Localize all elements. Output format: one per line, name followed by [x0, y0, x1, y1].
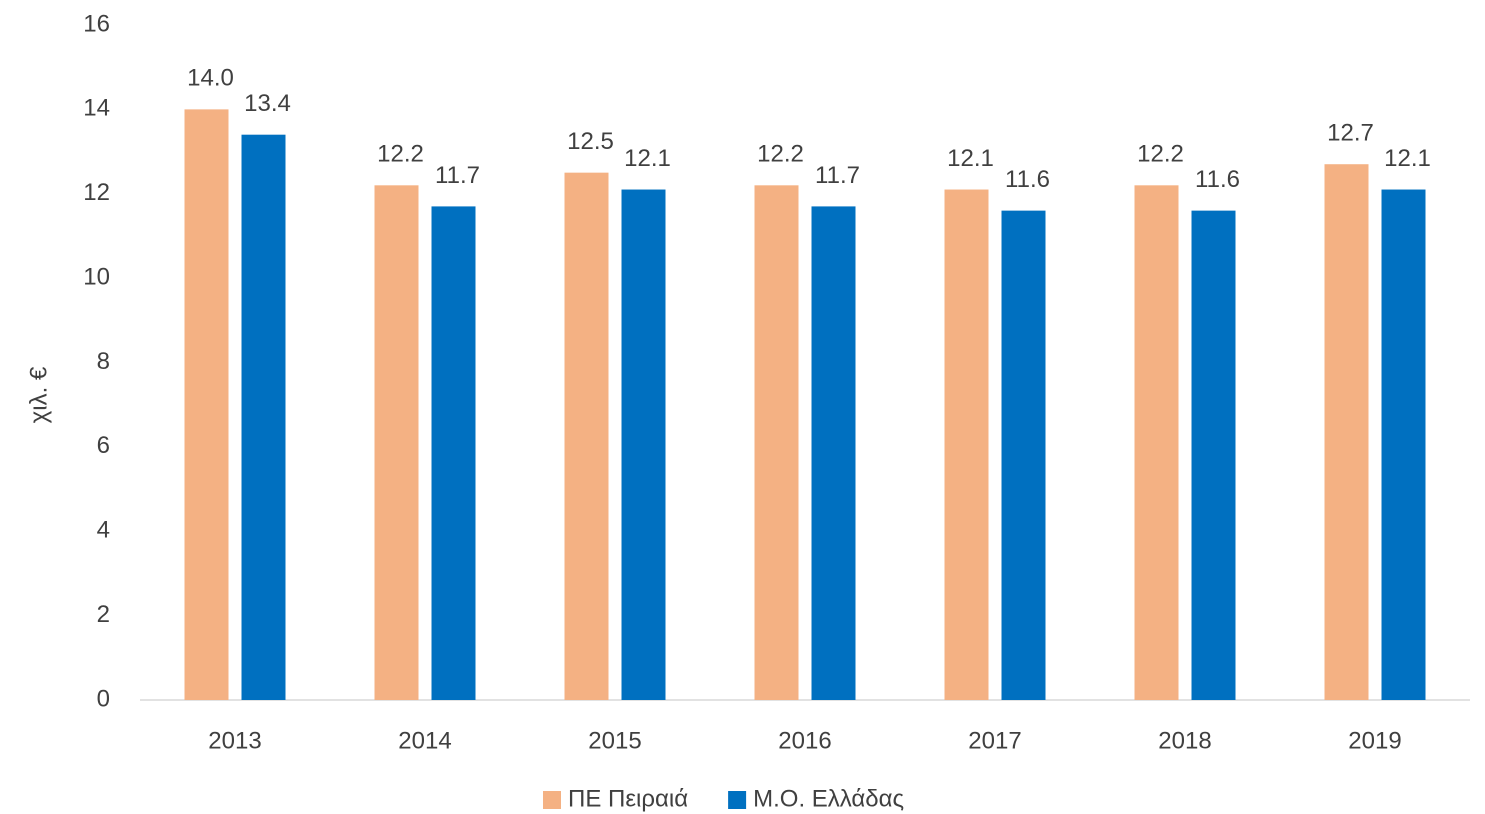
y-tick-label: 10 [83, 263, 110, 290]
x-tick-label: 2013 [208, 727, 261, 754]
y-tick-label: 4 [97, 517, 110, 544]
bar [944, 189, 989, 700]
data-label: 12.1 [1384, 145, 1431, 172]
data-label: 12.2 [1137, 141, 1184, 168]
data-label: 12.1 [624, 145, 671, 172]
data-label: 12.1 [947, 145, 994, 172]
bar [754, 185, 799, 700]
legend-label: ΠΕ Πειραιά [568, 785, 688, 812]
data-label: 12.2 [757, 141, 804, 168]
data-label: 12.2 [377, 141, 424, 168]
bar [374, 185, 419, 700]
y-tick-label: 16 [83, 10, 110, 37]
y-tick-label: 8 [97, 348, 110, 375]
x-tick-label: 2015 [588, 727, 641, 754]
y-tick-label: 14 [83, 95, 110, 122]
bar [184, 109, 229, 700]
data-label: 13.4 [244, 90, 291, 117]
data-label: 12.5 [567, 128, 614, 155]
bar [241, 134, 286, 700]
data-label: 11.7 [435, 162, 480, 189]
x-tick-label: 2014 [398, 727, 451, 754]
y-tick-label: 6 [97, 432, 110, 459]
bar [431, 206, 476, 700]
y-axis-label: χιλ. € [25, 366, 52, 423]
legend-swatch [543, 791, 561, 809]
bar [1324, 164, 1369, 700]
data-label: 12.7 [1327, 120, 1374, 147]
bar [1191, 210, 1236, 700]
y-tick-label: 0 [97, 685, 110, 712]
x-tick-label: 2017 [968, 727, 1021, 754]
y-tick-label: 2 [97, 601, 110, 628]
bar [1134, 185, 1179, 700]
bar [1001, 210, 1046, 700]
data-label: 11.6 [1195, 166, 1240, 193]
x-tick-label: 2018 [1158, 727, 1211, 754]
data-label: 11.7 [815, 162, 860, 189]
data-label: 14.0 [187, 65, 234, 92]
legend-swatch [728, 791, 747, 809]
bar [1381, 189, 1426, 700]
x-tick-label: 2016 [778, 727, 831, 754]
data-label: 11.6 [1005, 166, 1050, 193]
bar [811, 206, 856, 700]
x-tick-label: 2019 [1348, 727, 1401, 754]
y-tick-label: 12 [83, 179, 110, 206]
bar [621, 189, 666, 700]
bar [564, 172, 609, 700]
legend-label: Μ.Ο. Ελλάδας [753, 785, 904, 812]
